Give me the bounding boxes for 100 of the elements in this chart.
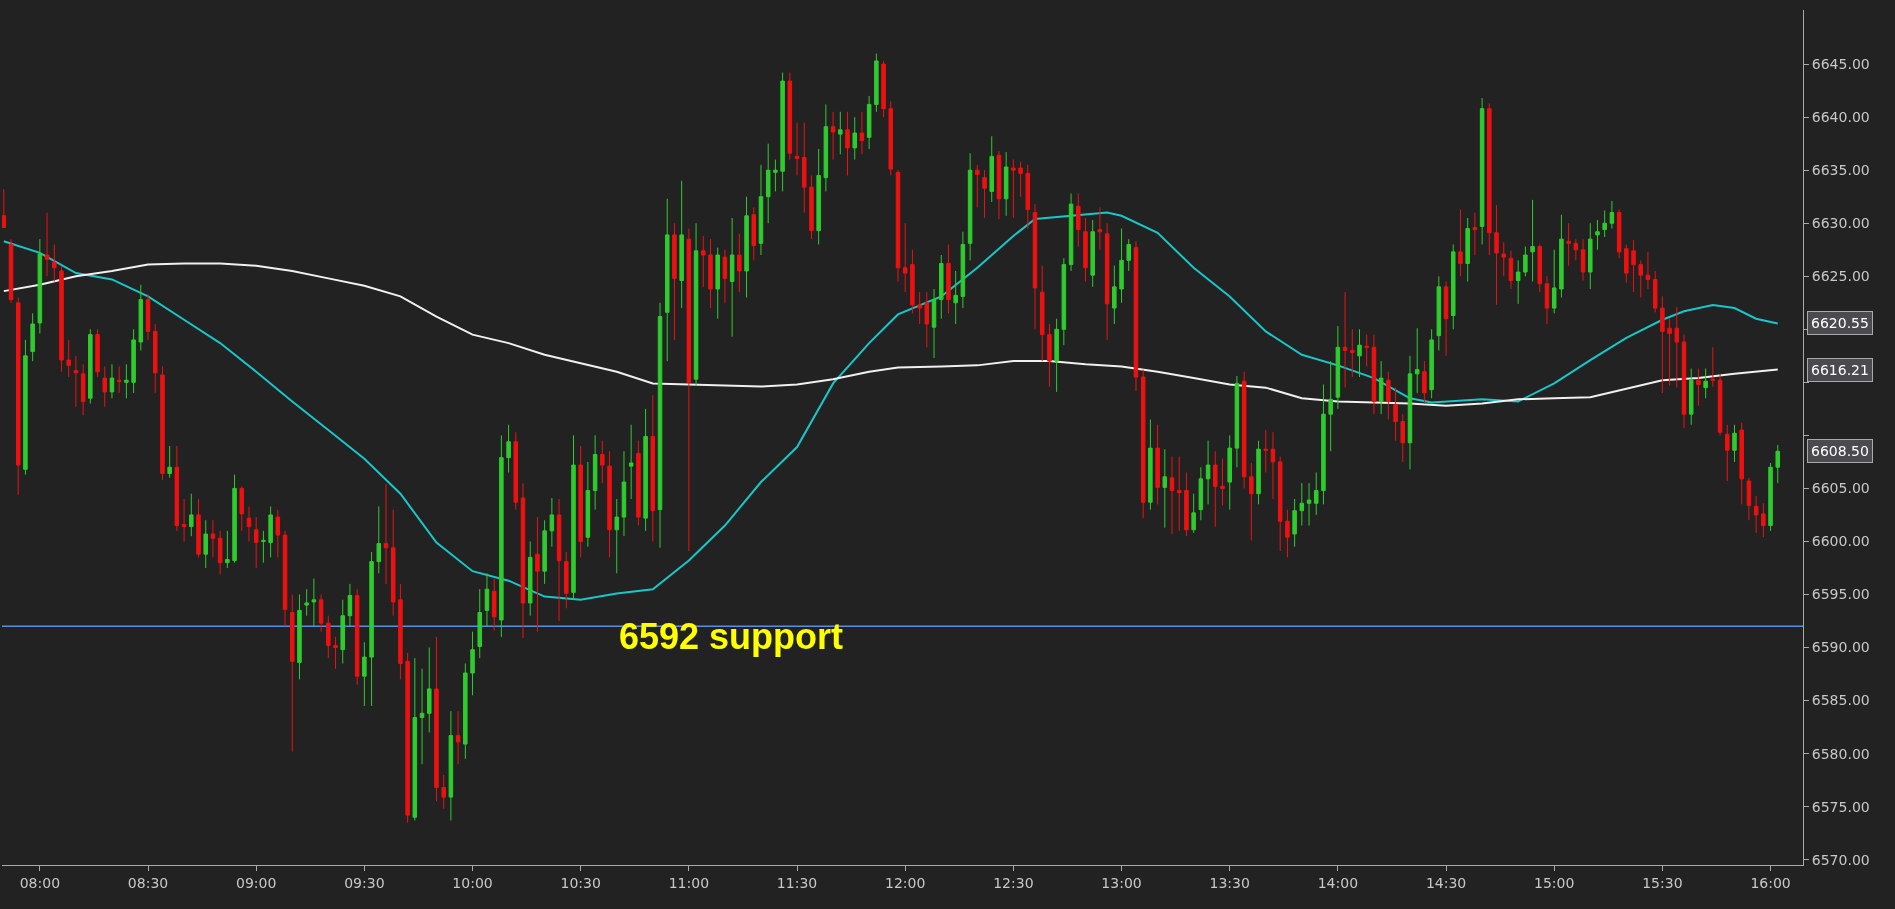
candlestick bbox=[874, 52, 879, 113]
candlestick bbox=[448, 710, 454, 821]
candlestick bbox=[866, 95, 872, 150]
x-tick-label: 10:30 bbox=[560, 874, 601, 891]
candlestick bbox=[217, 530, 223, 575]
candlestick bbox=[1645, 251, 1651, 290]
x-tick-label: 14:30 bbox=[1425, 874, 1467, 891]
candlestick bbox=[1494, 204, 1499, 306]
candlestick bbox=[1076, 193, 1081, 248]
candlestick bbox=[1710, 346, 1716, 388]
candlestick bbox=[773, 159, 778, 192]
candlestick bbox=[1083, 217, 1088, 283]
candlestick bbox=[383, 483, 389, 585]
candlestick bbox=[1205, 440, 1211, 505]
candlestick bbox=[44, 212, 50, 277]
candlestick bbox=[95, 328, 100, 378]
candlestick bbox=[1602, 209, 1607, 238]
candlestick bbox=[152, 323, 158, 394]
candlestick bbox=[564, 551, 569, 609]
candlestick bbox=[830, 111, 836, 161]
candlestick bbox=[765, 143, 771, 224]
candlestick bbox=[881, 60, 886, 118]
candlestick bbox=[1422, 360, 1427, 405]
candlestick bbox=[801, 121, 807, 214]
candlestick bbox=[1371, 334, 1377, 415]
candlestick bbox=[441, 774, 446, 810]
candlestick bbox=[794, 121, 800, 176]
candlestick bbox=[859, 111, 865, 155]
candlestick bbox=[1559, 214, 1564, 298]
candlestick bbox=[196, 498, 201, 558]
candlestick bbox=[1039, 265, 1045, 362]
candlestick bbox=[203, 519, 208, 569]
candlestick bbox=[1544, 275, 1550, 325]
candlestick bbox=[1342, 291, 1348, 389]
candlestick bbox=[225, 530, 230, 569]
candlestick bbox=[1450, 243, 1456, 330]
candlestick bbox=[210, 519, 216, 558]
candlestick bbox=[1631, 239, 1636, 293]
candlestick bbox=[1234, 375, 1240, 468]
x-tick-label: 08:30 bbox=[127, 874, 169, 891]
candlestick bbox=[1184, 472, 1189, 537]
candlestick bbox=[592, 434, 598, 511]
candlestick bbox=[1580, 238, 1586, 281]
candlestick bbox=[556, 498, 562, 622]
candlestick bbox=[354, 588, 360, 686]
y-tick-label: 6575.00 bbox=[1811, 798, 1870, 815]
candlestick bbox=[917, 291, 922, 325]
candlestick bbox=[1465, 217, 1470, 283]
candlestick bbox=[1508, 250, 1514, 290]
candlestick bbox=[729, 217, 735, 338]
candlestick bbox=[1566, 222, 1571, 267]
candlestick bbox=[1386, 371, 1391, 420]
candlestick bbox=[1277, 456, 1283, 552]
candlestick bbox=[477, 588, 482, 659]
candlestick bbox=[376, 505, 382, 574]
candlestick bbox=[1681, 334, 1687, 429]
line-series bbox=[2, 211, 1779, 601]
candlestick bbox=[1176, 456, 1182, 532]
candlestick bbox=[318, 594, 324, 633]
candlestick bbox=[398, 583, 403, 680]
candlestick bbox=[427, 647, 432, 733]
x-tick-label: 09:00 bbox=[236, 874, 277, 891]
candlestick bbox=[124, 363, 129, 399]
candlestick bbox=[672, 222, 677, 341]
candlestick bbox=[275, 509, 281, 558]
candlestick bbox=[8, 238, 14, 304]
candlestick bbox=[1725, 424, 1730, 482]
x-tick-label: 08:00 bbox=[19, 874, 61, 891]
candlestick bbox=[708, 238, 713, 309]
candlestick bbox=[1652, 270, 1658, 313]
candlestick bbox=[1732, 424, 1737, 463]
candlestick bbox=[52, 243, 57, 283]
candlestick bbox=[1624, 243, 1629, 284]
x-tick-label: 13:00 bbox=[1101, 874, 1142, 891]
y-tick-label: 6645.00 bbox=[1811, 56, 1870, 72]
candlestick bbox=[1407, 355, 1413, 470]
candlestick bbox=[499, 434, 504, 638]
candlestick bbox=[686, 228, 692, 552]
candlestick bbox=[1198, 466, 1204, 521]
candlestick bbox=[463, 662, 468, 760]
candlestick bbox=[66, 339, 71, 378]
candlestick bbox=[1104, 222, 1110, 341]
candlestick bbox=[1011, 159, 1016, 219]
candlestick bbox=[1227, 434, 1232, 511]
candlestick bbox=[405, 652, 410, 824]
candlestick bbox=[931, 288, 937, 359]
candlestick bbox=[1458, 208, 1463, 277]
candlestick bbox=[246, 505, 252, 542]
candlestick bbox=[715, 247, 720, 320]
candlestick bbox=[30, 312, 35, 362]
candlestick bbox=[737, 233, 742, 293]
candlestick bbox=[1696, 368, 1701, 407]
candlestick bbox=[838, 111, 843, 155]
candlestick bbox=[614, 498, 620, 574]
candlestick bbox=[1148, 418, 1153, 511]
candlestick bbox=[390, 509, 396, 617]
candlestick bbox=[80, 363, 86, 416]
x-tick-label: 13:30 bbox=[1209, 874, 1250, 891]
candlestick bbox=[340, 599, 345, 664]
candlestick bbox=[1443, 281, 1449, 357]
